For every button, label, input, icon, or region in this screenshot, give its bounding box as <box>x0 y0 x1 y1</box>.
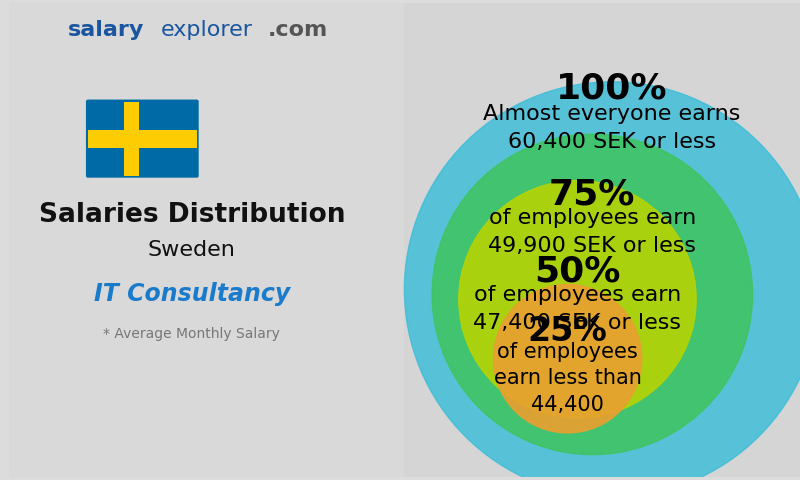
Text: 25%: 25% <box>528 315 607 348</box>
Text: Almost everyone earns
60,400 SEK or less: Almost everyone earns 60,400 SEK or less <box>483 104 741 152</box>
FancyBboxPatch shape <box>86 99 198 178</box>
Text: salary: salary <box>68 20 145 40</box>
Text: 100%: 100% <box>556 72 668 106</box>
Text: .com: .com <box>268 20 328 40</box>
Text: 75%: 75% <box>549 178 635 212</box>
Text: 50%: 50% <box>534 255 621 288</box>
Bar <box>124 102 139 176</box>
Text: Sweden: Sweden <box>148 240 236 260</box>
Text: of employees
earn less than
44,400: of employees earn less than 44,400 <box>494 342 642 415</box>
Text: of employees earn
49,900 SEK or less: of employees earn 49,900 SEK or less <box>488 208 696 256</box>
Text: explorer: explorer <box>161 20 253 40</box>
Circle shape <box>458 180 696 418</box>
Text: of employees earn
47,400 SEK or less: of employees earn 47,400 SEK or less <box>474 285 682 333</box>
Bar <box>88 130 197 147</box>
Circle shape <box>494 285 642 433</box>
Bar <box>9 3 405 477</box>
Bar <box>405 3 800 477</box>
Text: Salaries Distribution: Salaries Distribution <box>38 202 345 228</box>
Text: * Average Monthly Salary: * Average Monthly Salary <box>103 327 280 341</box>
Circle shape <box>404 82 800 480</box>
Circle shape <box>432 134 753 455</box>
Text: IT Consultancy: IT Consultancy <box>94 282 290 306</box>
